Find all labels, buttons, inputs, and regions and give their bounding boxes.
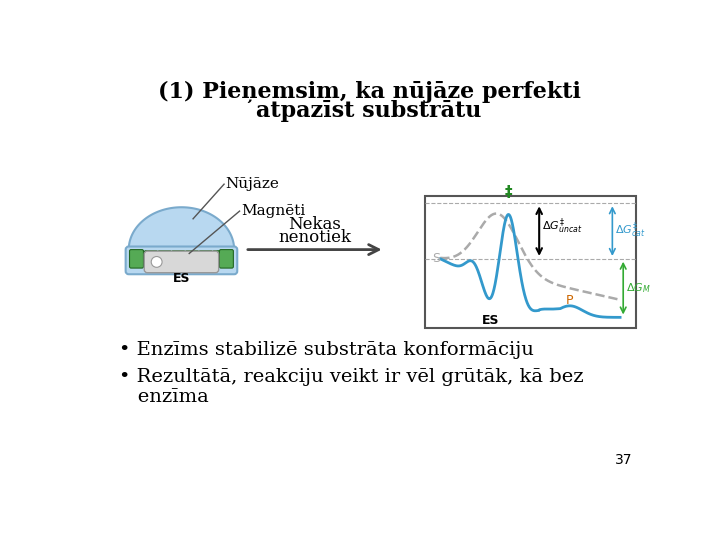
- FancyBboxPatch shape: [131, 251, 144, 262]
- Text: $\Delta G_M$: $\Delta G_M$: [626, 281, 650, 295]
- Text: $\Delta G^{\ddagger}_{cat}$: $\Delta G^{\ddagger}_{cat}$: [615, 221, 645, 241]
- FancyBboxPatch shape: [158, 251, 171, 262]
- Text: ‡: ‡: [505, 185, 513, 200]
- Text: 37: 37: [615, 453, 632, 467]
- FancyBboxPatch shape: [126, 247, 238, 274]
- Text: P: P: [566, 294, 574, 307]
- Text: enzīma: enzīma: [120, 388, 210, 407]
- FancyBboxPatch shape: [144, 251, 219, 273]
- Text: ES: ES: [173, 272, 190, 285]
- FancyBboxPatch shape: [213, 251, 226, 262]
- Text: (1) Pieņemsim, ka nūjāze perfekti: (1) Pieņemsim, ka nūjāze perfekti: [158, 80, 580, 103]
- Text: • Rezultātā, reakciju veikt ir vēl grūtāk, kā bez: • Rezultātā, reakciju veikt ir vēl grūtā…: [120, 368, 584, 386]
- Text: Magnēti: Magnēti: [241, 204, 305, 218]
- FancyBboxPatch shape: [199, 251, 212, 262]
- Polygon shape: [129, 207, 234, 249]
- Text: ES: ES: [482, 314, 500, 327]
- Text: Nūjāze: Nūjāze: [225, 177, 279, 191]
- Bar: [425, 195, 636, 328]
- Text: S: S: [432, 252, 440, 265]
- FancyBboxPatch shape: [186, 251, 199, 262]
- Ellipse shape: [151, 256, 162, 267]
- FancyBboxPatch shape: [220, 249, 233, 268]
- Text: Nekas: Nekas: [288, 215, 341, 233]
- Text: nenotiek: nenotiek: [278, 229, 351, 246]
- FancyBboxPatch shape: [130, 249, 143, 268]
- Text: $\Delta G^{\ddagger}_{uncat}$: $\Delta G^{\ddagger}_{uncat}$: [542, 217, 582, 237]
- Text: atpazīst substrātu: atpazīst substrātu: [256, 100, 482, 122]
- FancyBboxPatch shape: [145, 251, 158, 262]
- Text: • Enzīms stabilizē substrāta konformāciju: • Enzīms stabilizē substrāta konformācij…: [120, 341, 534, 359]
- FancyBboxPatch shape: [172, 251, 185, 262]
